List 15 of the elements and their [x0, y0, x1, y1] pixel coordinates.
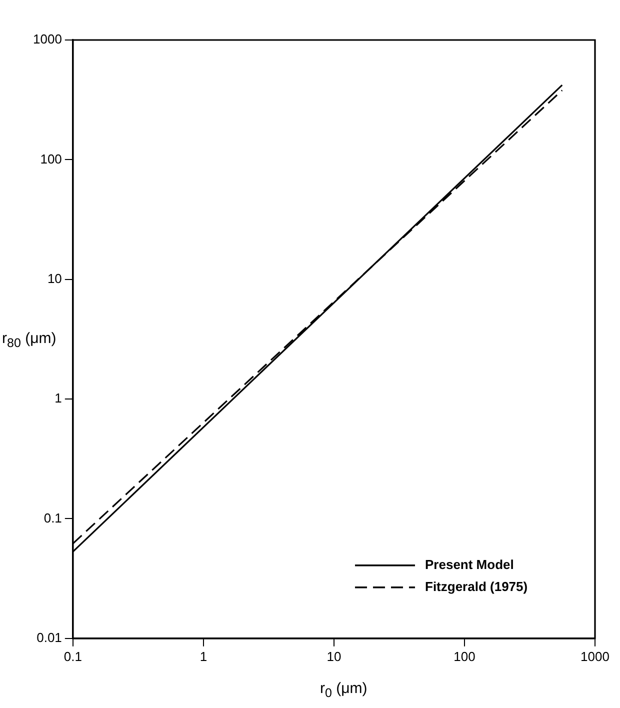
x-tick-label: 100 [454, 648, 476, 664]
legend-label: Present Model [425, 556, 514, 572]
x-axis-title: r$_{0}$ (μm) [320, 680, 368, 700]
y-tick-label: 0.1 [44, 510, 62, 526]
y-tick-label: 1000 [33, 32, 62, 47]
x-tick-label: 0.1 [64, 648, 82, 664]
x-tick-label: 1 [200, 648, 208, 664]
x-tick-label: 10 [326, 648, 342, 664]
x-tick-label: 1000 [580, 648, 610, 664]
y-tick-label: 0.01 [36, 630, 62, 645]
legend-label: Fitzgerald (1975) [425, 578, 528, 594]
y-tick-label: 10 [47, 270, 62, 286]
y-axis-title: r$_{80}$ (μm) [2, 330, 56, 350]
y-tick-label: 1 [54, 390, 62, 406]
y-tick-label: 100 [40, 151, 62, 166]
